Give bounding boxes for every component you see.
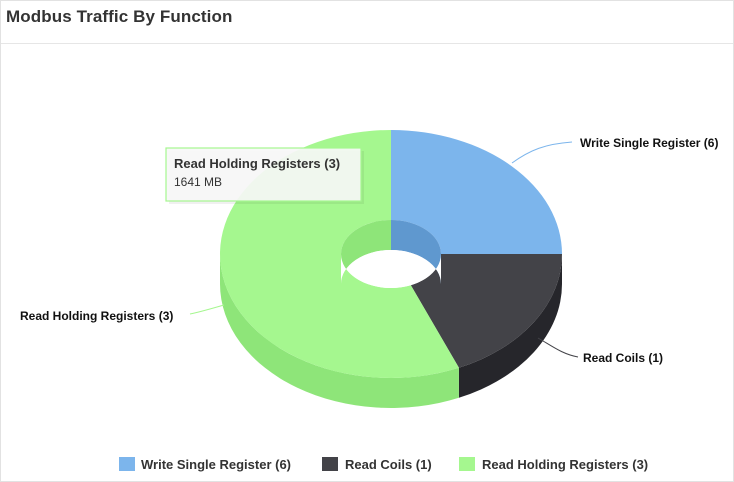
tooltip: Read Holding Registers (3) 1641 MB: [165, 147, 364, 204]
tooltip-value: 1641 MB: [174, 175, 222, 189]
data-label-read-holding-registers: Read Holding Registers (3): [20, 309, 173, 323]
slice-side-read-holding-registers: [220, 254, 459, 408]
legend: Write Single Register (6) Read Coils (1)…: [119, 457, 648, 472]
slice-read-coils[interactable]: [410, 254, 562, 368]
legend-item-read-coils[interactable]: Read Coils (1): [322, 457, 432, 472]
data-label-read-coils: Read Coils (1): [583, 351, 663, 365]
slice-write-single-register[interactable]: [391, 130, 562, 254]
slice-sides: [220, 254, 562, 408]
legend-label: Read Coils (1): [345, 457, 432, 472]
legend-swatch: [459, 457, 475, 471]
donut-hole: [341, 250, 441, 288]
tooltip-title: Read Holding Registers (3): [174, 156, 340, 171]
legend-swatch: [322, 457, 338, 471]
connector-read-coils: [537, 337, 579, 358]
slice-side-read-coils: [458, 254, 562, 398]
slice-inner-wall-read-holding-registers: [341, 220, 391, 284]
legend-item-write-single-register[interactable]: Write Single Register (6): [119, 457, 291, 472]
legend-swatch: [119, 457, 135, 471]
connector-write-single-register: [511, 141, 573, 164]
legend-label: Write Single Register (6): [141, 457, 291, 472]
legend-item-read-holding-registers[interactable]: Read Holding Registers (3): [459, 457, 648, 472]
connector-read-holding-registers: [189, 304, 225, 315]
panel-header: [1, 1, 733, 44]
panel-title: Modbus Traffic By Function: [6, 7, 233, 26]
data-label-write-single-register: Write Single Register (6): [580, 136, 718, 150]
legend-label: Read Holding Registers (3): [482, 457, 648, 472]
slice-inner-wall-write-single-register: [391, 220, 441, 284]
